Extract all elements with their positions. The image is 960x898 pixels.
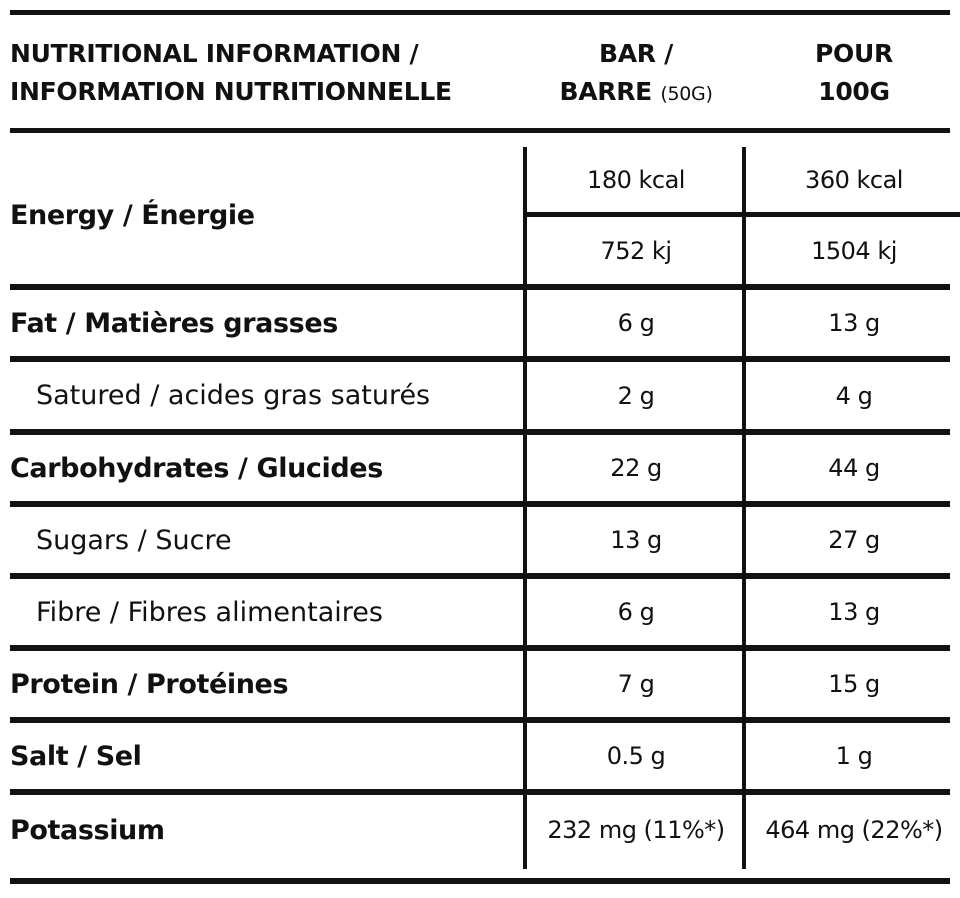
- row-label-sugars: Sugars / Sucre: [36, 524, 232, 556]
- energy-kj-per100: 1504 kj: [811, 236, 897, 265]
- row-divider: [10, 789, 950, 795]
- row-divider: [10, 717, 950, 723]
- fibre-per100: 13 g: [828, 598, 880, 626]
- row-label-energy: Energy / Énergie: [10, 200, 255, 231]
- fat-per100: 13 g: [828, 309, 880, 337]
- row-label-protein: Protein / Protéines: [10, 668, 289, 700]
- row-divider: [10, 501, 950, 507]
- protein-bar: 7 g: [617, 670, 655, 698]
- column-header-per100: POUR 100G: [815, 39, 893, 106]
- row-divider: [10, 429, 950, 435]
- saturated-bar: 2 g: [617, 381, 655, 410]
- column-divider-1: [523, 147, 527, 869]
- sugars-per100: 27 g: [828, 526, 880, 554]
- row-divider: [10, 573, 950, 579]
- row-label-fibre: Fibre / Fibres alimentaires: [36, 596, 383, 628]
- potassium-bar: 232 mg (11%*): [547, 816, 725, 844]
- row-divider: [10, 645, 950, 651]
- protein-per100: 15 g: [828, 670, 880, 698]
- table-title: NUTRITIONAL INFORMATION / INFORMATION NU…: [10, 39, 452, 106]
- energy-kcal-per100: 360 kcal: [805, 165, 903, 194]
- salt-bar: 0.5 g: [606, 742, 666, 770]
- header-rule: [10, 128, 950, 133]
- top-rule: [10, 10, 950, 15]
- energy-kcal-bar: 180 kcal: [587, 165, 685, 194]
- fibre-bar: 6 g: [617, 598, 655, 626]
- column-divider-2: [742, 147, 746, 869]
- carbohydrates-per100: 44 g: [828, 454, 880, 482]
- row-label-carbohydrates: Carbohydrates / Glucides: [10, 452, 383, 484]
- column-header-bar: BAR / BARRE (50G): [559, 39, 713, 106]
- potassium-per100: 464 mg (22%*): [765, 816, 943, 844]
- energy-kj-bar: 752 kj: [600, 236, 672, 265]
- row-divider: [10, 284, 950, 290]
- bottom-rule: [10, 878, 950, 884]
- salt-per100: 1 g: [835, 742, 873, 770]
- sugars-bar: 13 g: [610, 526, 662, 554]
- row-label-fat: Fat / Matières grasses: [10, 307, 338, 339]
- row-label-potassium: Potassium: [10, 814, 165, 846]
- row-label-salt: Salt / Sel: [10, 740, 142, 772]
- row-label-saturated: Satured / acides gras saturés: [36, 380, 431, 411]
- carbohydrates-bar: 22 g: [610, 454, 662, 482]
- saturated-per100: 4 g: [835, 381, 873, 410]
- row-divider: [10, 356, 950, 362]
- fat-bar: 6 g: [617, 309, 655, 337]
